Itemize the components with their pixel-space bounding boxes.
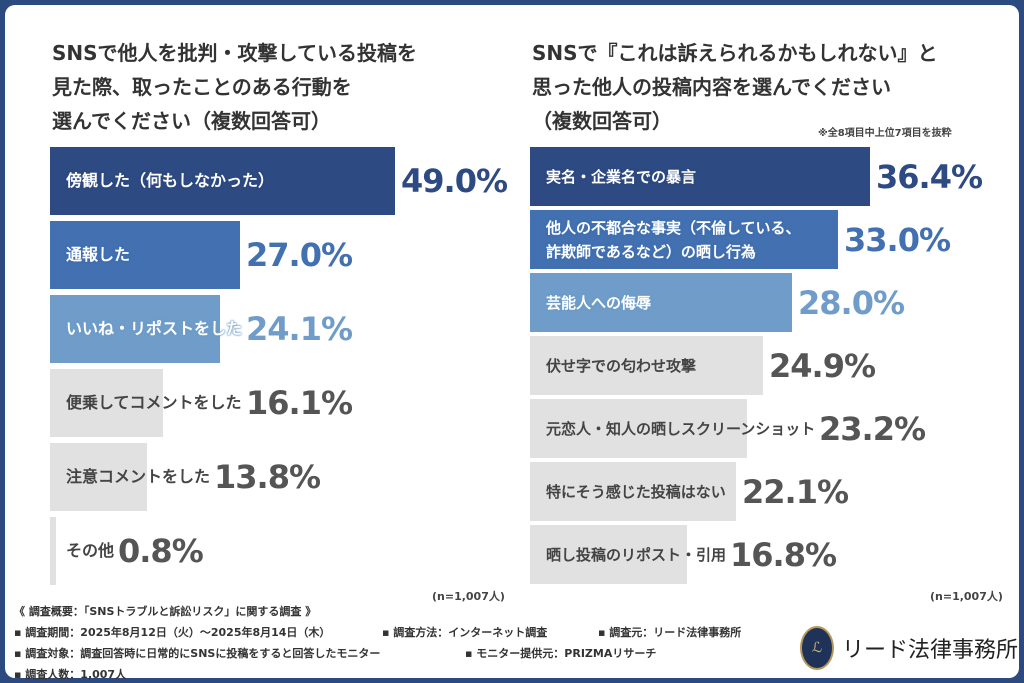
bar-label: 元恋人・知人の晒しスクリーンショット bbox=[546, 419, 816, 438]
bar-row: その他 0.8% bbox=[50, 517, 530, 585]
bar-row: 他人の不都合な事実（不倫している、 詐欺師であるなど）の晒し行為 33.0% bbox=[530, 210, 1010, 269]
survey-method: ▪ 調査方法：インターネット調査 bbox=[382, 626, 548, 639]
bar-value-label: 28.0% bbox=[798, 283, 905, 322]
bar bbox=[50, 369, 164, 437]
bar-label: 傍観した（何もしなかった） bbox=[66, 171, 275, 190]
logo-seal-icon: ℒ bbox=[800, 626, 834, 670]
right-sample-size: (n=1,007人) bbox=[930, 590, 1003, 603]
bar-row: 傍観した（何もしなかった） 49.0% bbox=[50, 147, 530, 215]
bar-value-label: 36.4% bbox=[876, 157, 983, 196]
law-firm-logo: ℒ リード法律事務所 bbox=[800, 626, 1018, 670]
bar-label: 特にそう感じた投稿はない bbox=[546, 482, 726, 501]
survey-source: ▪ 調査元：リード法律事務所 bbox=[598, 626, 742, 639]
bar-value-label: 16.8% bbox=[730, 535, 837, 574]
bar-row: 実名・企業名での暴言 36.4% bbox=[530, 147, 1010, 206]
left-sample-size: (n=1,007人) bbox=[432, 590, 505, 603]
bar-row: いいね・リポストをした 24.1% bbox=[50, 295, 530, 363]
bar-row: 伏せ字での匂わせ攻撃 24.9% bbox=[530, 336, 1010, 395]
bar bbox=[530, 462, 737, 521]
bar-label: 芸能人への侮辱 bbox=[546, 293, 652, 312]
bar-value-label: 13.8% bbox=[214, 458, 321, 496]
bar bbox=[50, 443, 148, 511]
bar-value-label: 23.2% bbox=[819, 409, 926, 448]
survey-heading: 《 調査概要：「SNSトラブルと訴訟リスク」に関する調査 》 bbox=[14, 605, 317, 618]
bar-value-label: 27.0% bbox=[246, 236, 353, 274]
right-chart-title: SNSで『これは訴えられるかもしれない』と 思った他人の投稿内容を選んでください… bbox=[532, 41, 938, 133]
bar bbox=[530, 273, 792, 332]
bar bbox=[530, 525, 687, 584]
bar bbox=[530, 399, 747, 458]
logo-name: リード法律事務所 bbox=[842, 638, 1019, 663]
bar-label: その他 bbox=[66, 541, 115, 560]
bar-row: 通報した 27.0% bbox=[50, 221, 530, 289]
bar bbox=[50, 295, 220, 363]
bar-row: 晒し投稿のリポスト・引用 16.8% bbox=[530, 525, 1010, 584]
bar-row: 注意コメントをした 13.8% bbox=[50, 443, 530, 511]
bar-label: いいね・リポストをした bbox=[66, 319, 243, 338]
bar-value-label: 0.8% bbox=[118, 532, 204, 570]
bar-row: 特にそう感じた投稿はない 22.1% bbox=[530, 462, 1010, 521]
bar bbox=[50, 517, 56, 585]
bar-row: 芸能人への侮辱 28.0% bbox=[530, 273, 1010, 332]
bar-value-label: 24.1% bbox=[246, 310, 353, 348]
bar-value-label: 24.9% bbox=[769, 346, 876, 385]
survey-period: ▪ 調査期間：2025年8月12日（火）～2025年8月14日（木） bbox=[14, 626, 331, 639]
survey-target: ▪ 調査対象：調査回答時に日常的にSNSに投稿をすると回答したモニター bbox=[14, 647, 381, 660]
bar-value-label: 16.1% bbox=[246, 384, 353, 422]
bar-row: 元恋人・知人の晒しスクリーンショット 23.2% bbox=[530, 399, 1010, 458]
right-chart-note: ※全8項目中上位7項目を抜粋 bbox=[818, 128, 952, 139]
bar bbox=[530, 210, 839, 269]
bar-label: 伏せ字での匂わせ攻撃 bbox=[546, 356, 697, 375]
bar-label: 注意コメントをした bbox=[66, 467, 211, 486]
bar-label: 通報した bbox=[66, 245, 131, 264]
bar-value-label: 22.1% bbox=[742, 472, 849, 511]
bar-value-label: 49.0% bbox=[401, 162, 508, 200]
survey-provider: ▪ モニター提供元：PRIZMAリサーチ bbox=[465, 647, 657, 660]
bar-label: 晒し投稿のリポスト・引用 bbox=[546, 545, 727, 564]
bar bbox=[530, 336, 763, 395]
left-chart-title: SNSで他人を批判・攻撃している投稿を 見た際、取ったことのある行動を 選んでく… bbox=[52, 41, 417, 133]
bar bbox=[530, 147, 870, 206]
bar-label: 便乗してコメントをした bbox=[66, 393, 242, 412]
bar bbox=[50, 147, 395, 215]
bar bbox=[50, 221, 241, 289]
bar-label: 実名・企業名での暴言 bbox=[546, 167, 697, 186]
survey-count: ▪ 調査人数：1,007人 bbox=[14, 668, 127, 681]
bar-value-label: 33.0% bbox=[844, 220, 951, 259]
bar-row: 便乗してコメントをした 16.1% bbox=[50, 369, 530, 437]
bar-label: 他人の不都合な事実（不倫している、 詐欺師であるなど）の晒し行為 bbox=[546, 218, 801, 261]
